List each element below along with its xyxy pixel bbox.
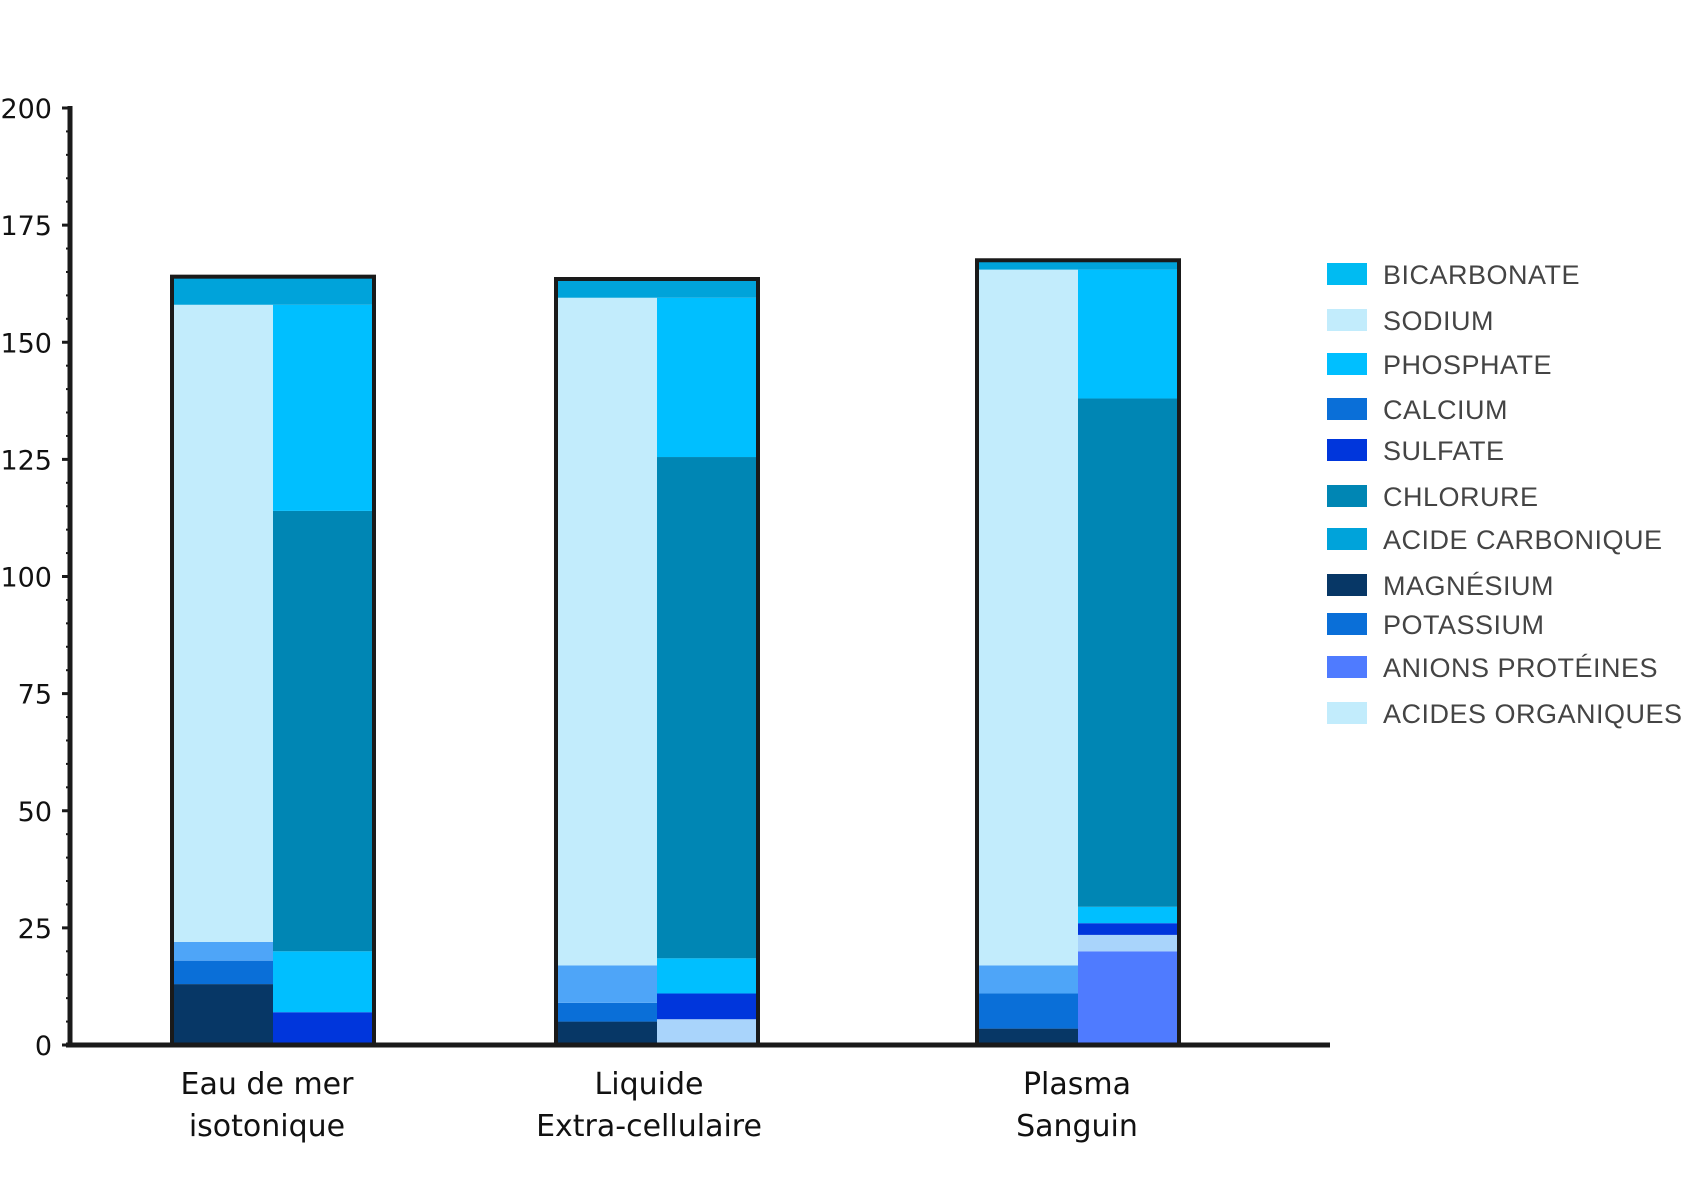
legend-swatch <box>1327 263 1367 285</box>
y-axis-ticks: 0 25 50 75 100 125 150 175 200 <box>0 94 72 1062</box>
bar-segment <box>1078 398 1179 907</box>
legend-swatch <box>1327 702 1367 724</box>
bar-segment <box>273 951 374 1013</box>
legend-swatch <box>1327 353 1367 375</box>
legend-label: PHOSPHATE <box>1383 350 1552 380</box>
legend-swatch <box>1327 574 1367 596</box>
plot-area <box>170 258 1181 1048</box>
bar-segment <box>657 993 758 1020</box>
legend-item: ACIDES ORGANIQUES <box>1327 699 1683 729</box>
bar-segment <box>556 965 657 1003</box>
legend-label: ACIDE CARBONIQUE <box>1383 525 1663 555</box>
bar-segment <box>556 1021 657 1045</box>
bar-segment <box>556 297 657 966</box>
y-tick-label: 0 <box>35 1031 52 1062</box>
bar-segment <box>273 510 374 952</box>
legend-label: ANIONS PROTÉINES <box>1383 653 1658 683</box>
legend-item: CHLORURE <box>1327 482 1539 512</box>
legend-label: CALCIUM <box>1383 395 1508 425</box>
bar-segment <box>1078 906 1179 924</box>
legend-label: SODIUM <box>1383 306 1494 336</box>
category-label: Liquide <box>595 1067 704 1102</box>
bar-segment <box>172 984 273 1045</box>
bar-segment <box>1078 951 1179 1045</box>
y-tick-label: 75 <box>18 680 52 711</box>
bar-segment <box>273 304 374 511</box>
axes <box>66 106 1330 1048</box>
legend-swatch <box>1327 309 1367 331</box>
category-label: Extra-cellulaire <box>536 1109 762 1144</box>
category-label: Eau de mer <box>181 1067 355 1102</box>
legend-swatch <box>1327 656 1367 678</box>
bar-segment <box>172 960 273 985</box>
bar-segment-top <box>172 276 374 305</box>
legend-item: CALCIUM <box>1327 395 1508 425</box>
bar-segment <box>556 1002 657 1022</box>
y-tick-label: 175 <box>0 211 52 242</box>
legend-label: SULFATE <box>1383 436 1505 466</box>
bar-segment-top <box>556 279 758 298</box>
bar-segment <box>977 993 1078 1029</box>
category-label: isotonique <box>189 1109 345 1144</box>
legend-item: BICARBONATE <box>1327 260 1580 290</box>
bar-segment <box>657 297 758 458</box>
bar-segment <box>1078 923 1179 935</box>
legend-swatch <box>1327 485 1367 507</box>
legend-swatch <box>1327 613 1367 635</box>
legend-label: CHLORURE <box>1383 482 1539 512</box>
y-tick-label: 125 <box>0 445 52 476</box>
legend-swatch <box>1327 398 1367 420</box>
y-tick-label: 200 <box>0 94 52 125</box>
x-axis-category-labels: Eau de mer isotonique Liquide Extra-cellula… <box>181 1067 1138 1144</box>
bar-segment <box>977 269 1078 966</box>
y-tick-label: 150 <box>0 328 52 359</box>
category-label: Plasma <box>1023 1067 1131 1102</box>
legend: BICARBONATE SODIUM PHOSPHATE CALCIUM SULFATE… <box>1327 260 1683 729</box>
legend-label: POTASSIUM <box>1383 610 1545 640</box>
bar-segment <box>977 965 1078 994</box>
bar-segment <box>172 941 273 961</box>
legend-label: MAGNÉSIUM <box>1383 571 1554 601</box>
legend-item: SODIUM <box>1327 306 1494 336</box>
bar-group <box>554 277 760 1047</box>
bar-segment <box>273 1012 374 1045</box>
y-tick-label: 50 <box>18 797 52 828</box>
y-tick-label: 100 <box>0 563 52 594</box>
legend-item: ANIONS PROTÉINES <box>1327 653 1658 683</box>
bar-segment-top <box>977 260 1179 270</box>
legend-item: ACIDE CARBONIQUE <box>1327 525 1663 555</box>
legend-label: ACIDES ORGANIQUES <box>1383 699 1683 729</box>
legend-swatch <box>1327 528 1367 550</box>
bar-segment <box>977 1028 1078 1045</box>
legend-item: PHOSPHATE <box>1327 350 1552 380</box>
bar-segment <box>1078 934 1179 952</box>
bar-segment <box>657 457 758 959</box>
legend-item: SULFATE <box>1327 436 1505 466</box>
bar-segment <box>1078 269 1179 399</box>
legend-swatch <box>1327 439 1367 461</box>
y-tick-label: 25 <box>18 914 52 945</box>
bar-segment <box>172 304 273 942</box>
legend-item: POTASSIUM <box>1327 610 1545 640</box>
category-label: Sanguin <box>1016 1109 1138 1144</box>
legend-label: BICARBONATE <box>1383 260 1580 290</box>
bar-segment <box>657 1019 758 1045</box>
legend-item: MAGNÉSIUM <box>1327 571 1554 601</box>
bar-group <box>170 274 376 1048</box>
bar-group <box>975 258 1181 1047</box>
bar-segment <box>657 958 758 994</box>
